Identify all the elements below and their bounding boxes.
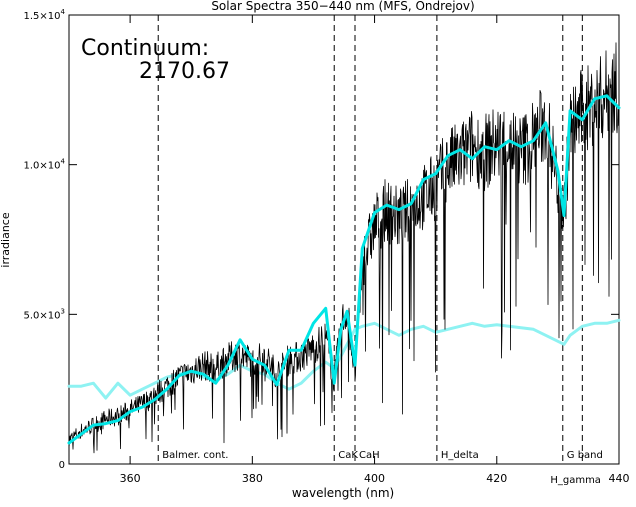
series-line-noisy bbox=[68, 42, 620, 454]
marker-label: CaK bbox=[338, 450, 358, 461]
y-axis-label: irradiance bbox=[0, 212, 12, 267]
plot-area bbox=[68, 14, 620, 465]
x-tick-label: 440 bbox=[609, 472, 630, 485]
x-axis-label: wavelength (nm) bbox=[292, 486, 394, 500]
y-tick-label: 5.0×103 bbox=[24, 307, 65, 321]
marker-label: G band bbox=[567, 450, 603, 461]
marker-label: Balmer. cont. bbox=[162, 450, 228, 461]
chart-title: Solar Spectra 350−440 nm (MFS, Ondrejov) bbox=[211, 0, 474, 13]
x-tick-label: 360 bbox=[120, 472, 141, 485]
continuum-label: Continuum: bbox=[81, 36, 209, 61]
series-line-smooth bbox=[67, 318, 621, 400]
y-tick-label: 0 bbox=[59, 460, 65, 471]
x-tick-label: 420 bbox=[486, 472, 507, 485]
x-tick-label: 400 bbox=[364, 472, 385, 485]
series-layer bbox=[67, 42, 621, 454]
continuum-value: 2170.67 bbox=[139, 59, 230, 84]
series-line-thick bbox=[67, 94, 621, 445]
marker-label: H_delta bbox=[441, 450, 479, 461]
marker-label: CaH bbox=[359, 450, 380, 461]
y-tick-label: 1.0×104 bbox=[24, 158, 66, 172]
marker-label: H_gamma bbox=[550, 475, 601, 486]
y-tick-label: 1.5×104 bbox=[24, 8, 66, 22]
axis-layer: 360 380 400 420 440 0 5.0×103 1.0×104 1.5×104 bbox=[24, 8, 630, 485]
x-tick-label: 380 bbox=[242, 472, 263, 485]
